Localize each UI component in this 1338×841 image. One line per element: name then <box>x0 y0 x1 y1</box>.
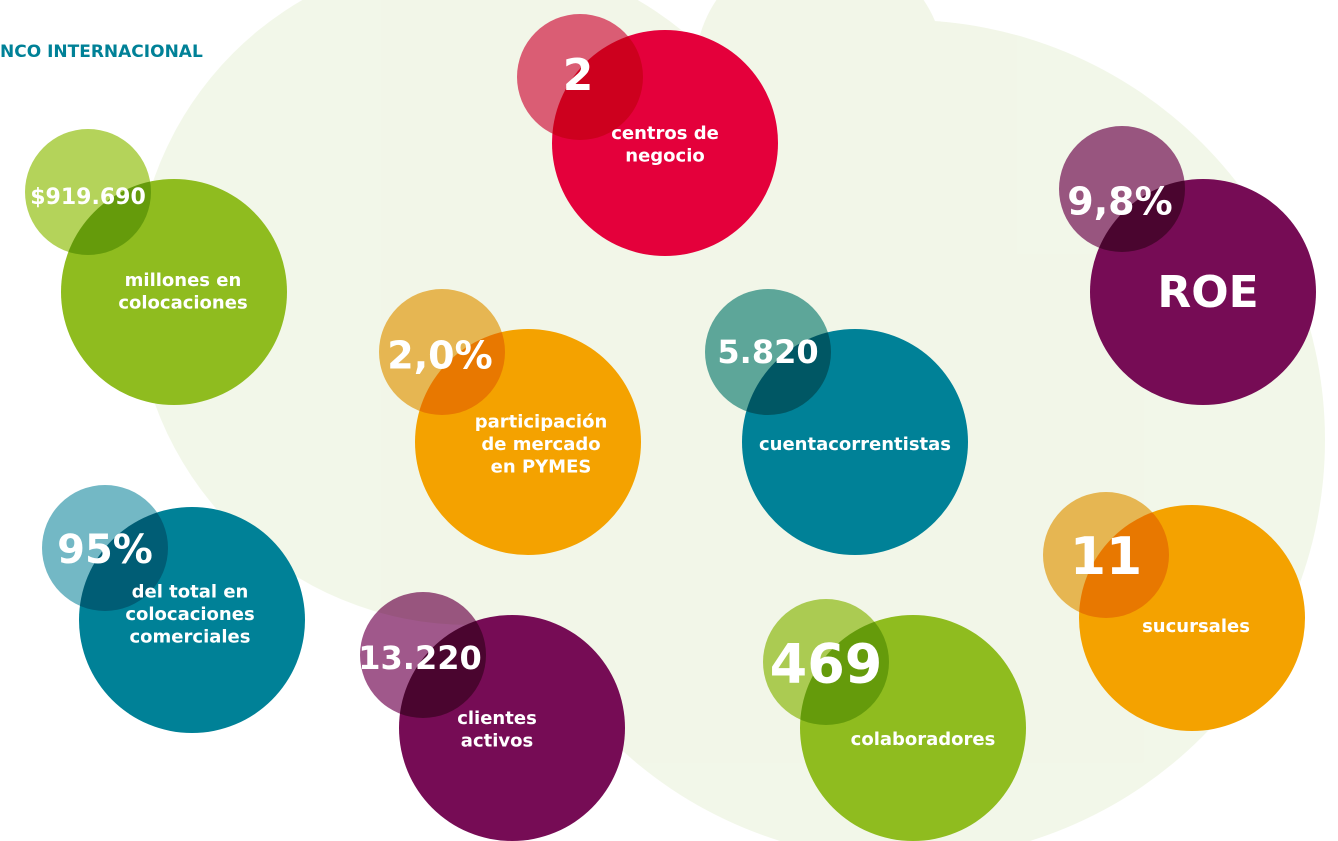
bubble-label: centros de <box>611 123 719 144</box>
bubble-value: 5.820 <box>717 333 818 371</box>
bubble-value: 11 <box>1070 527 1142 587</box>
bubble-value: 2 <box>563 50 594 101</box>
bubble-label: sucursales <box>1142 616 1250 637</box>
bubble-label: negocio <box>625 145 704 166</box>
bubble-accent <box>360 592 486 718</box>
bubble-label: colocaciones <box>118 292 247 313</box>
bubble-label: millones en <box>125 270 242 291</box>
bubble-label: comerciales <box>130 627 251 648</box>
bubble-label: cuentacorrentistas <box>759 434 951 455</box>
bubble-value: 469 <box>770 633 883 696</box>
bubble-label: en PYMES <box>491 457 592 478</box>
bubble: 9,8% ROE <box>1059 126 1316 405</box>
bubble: 5.820 cuentacorrentistas <box>705 289 968 555</box>
bubble-value: 13.220 <box>358 639 481 677</box>
header-title: NCO INTERNACIONAL <box>0 42 203 62</box>
bubble-label: ROE <box>1157 267 1258 318</box>
bubble-label: colocaciones <box>125 604 254 625</box>
bubble: 469 colaboradores <box>763 599 1026 841</box>
bubble-accent <box>379 289 505 415</box>
bubble-label: participación <box>475 412 608 433</box>
bubble-value: 9,8% <box>1067 180 1172 224</box>
bubble-label: activos <box>461 730 533 751</box>
bubble-value: 95% <box>57 527 153 573</box>
bubble-value: $919.690 <box>30 185 146 210</box>
bubble-accent <box>763 599 889 725</box>
bubble-accent <box>42 485 168 611</box>
bubble-accent <box>705 289 831 415</box>
bubble-label: del total en <box>132 582 249 603</box>
bubble-label: colaboradores <box>851 729 996 750</box>
bubble-value: 2,0% <box>387 334 492 378</box>
bubble-accent <box>1043 492 1169 618</box>
bubble-label: de mercado <box>481 434 600 455</box>
bubble-label: clientes <box>457 708 537 729</box>
bubble-accent <box>517 14 643 140</box>
bubble: 11 sucursales <box>1043 492 1305 731</box>
bubble-accent <box>25 129 151 255</box>
bubble-accent <box>1059 126 1185 252</box>
